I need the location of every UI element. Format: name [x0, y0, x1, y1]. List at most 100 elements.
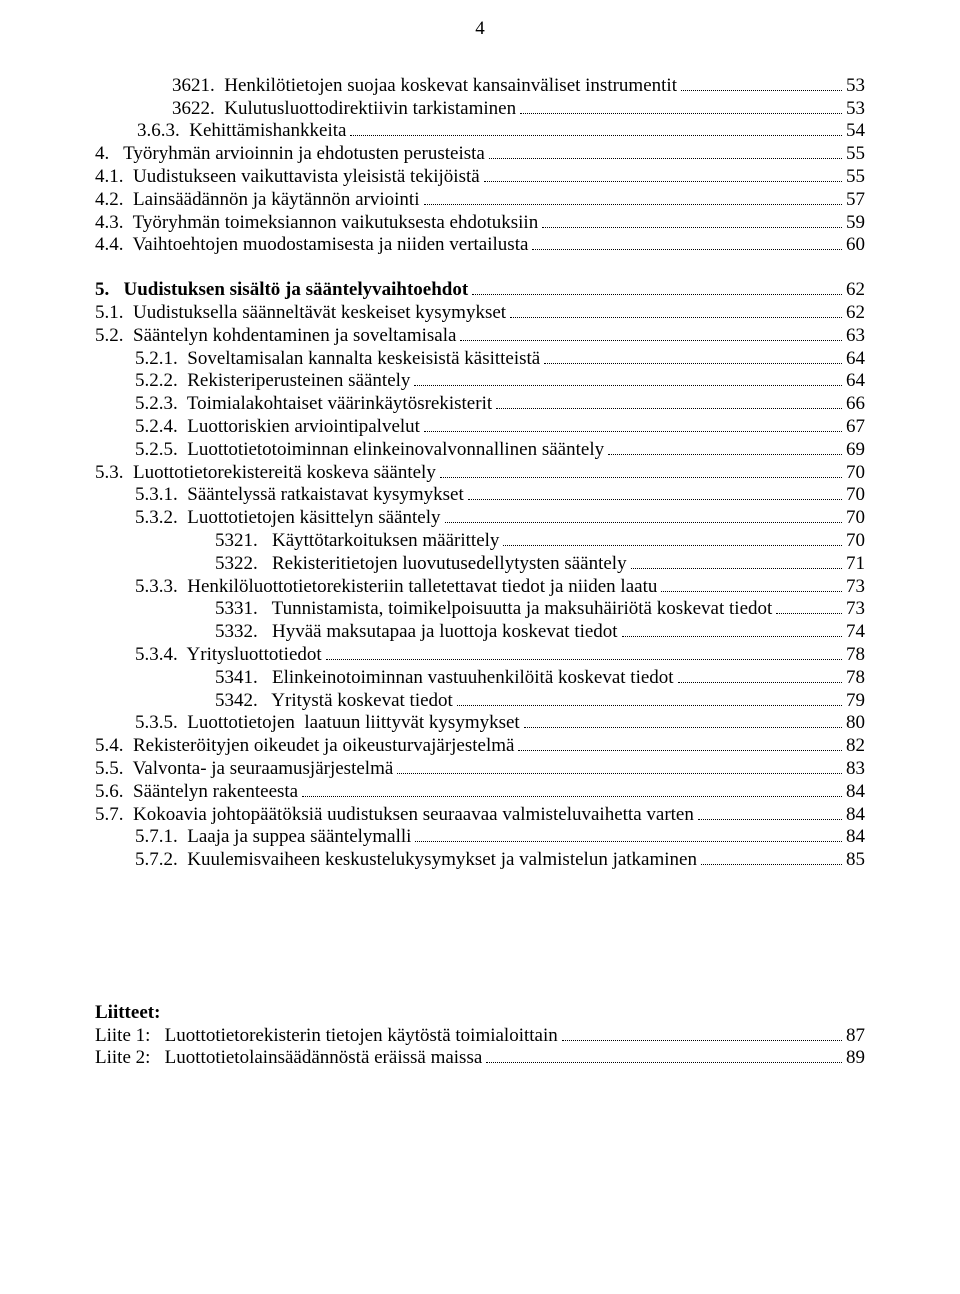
attachments-heading: Liitteet: [95, 1002, 865, 1025]
toc-entry-label: 5.2.3. Toimialakohtaiset väärinkäytösrek… [135, 393, 492, 416]
toc-entry-page: 78 [846, 644, 865, 667]
toc-entry-label: 5.3.2. Luottotietojen käsittelyn sääntel… [135, 507, 441, 530]
toc-entry-label: 5.2.1. Soveltamisalan kannalta keskeisis… [135, 348, 540, 371]
toc-entry: 4.3. Työryhmän toimeksiannon vaikutukses… [95, 212, 865, 235]
toc-entry-page: 53 [846, 98, 865, 121]
toc-entry-label: 5.4. Rekisteröityjen oikeudet ja oikeust… [95, 735, 514, 758]
attachment-page: 89 [846, 1047, 865, 1070]
toc-entry: 3622. Kulutusluottodirektiivin tarkistam… [95, 98, 865, 121]
toc-entry: 3.6.3. Kehittämishankkeita 54 [95, 120, 865, 143]
toc-dot-leader [424, 431, 842, 432]
toc-entry-page: 57 [846, 189, 865, 212]
toc-entry-label: 5.3.1. Sääntelyssä ratkaistavat kysymyks… [135, 484, 464, 507]
toc-entry: 5.2.4. Luottoriskien arviointipalvelut 6… [95, 416, 865, 439]
toc-entry: 5331. Tunnistamista, toimikelpoisuutta j… [95, 598, 865, 621]
toc-dot-leader [484, 181, 842, 182]
toc-entry-label: 5.3.4. Yritysluottotiedot [135, 644, 322, 667]
document-page: 4 3621. Henkilötietojen suojaa koskevat … [0, 0, 960, 1100]
attachment-entry: Liite 1: Luottotietorekisterin tietojen … [95, 1025, 865, 1048]
toc-dot-leader [631, 568, 842, 569]
toc-entry-label: 5.2. Sääntelyn kohdentaminen ja soveltam… [95, 325, 456, 348]
toc-entry: 5. Uudistuksen sisältö ja sääntelyvaihto… [95, 279, 865, 302]
toc-dot-leader [520, 113, 842, 114]
toc-dot-leader [302, 796, 842, 797]
toc-dot-leader [440, 477, 842, 478]
toc-entry-page: 66 [846, 393, 865, 416]
toc-dot-leader [460, 340, 842, 341]
toc-entry: 4.2. Lainsäädännön ja käytännön arvioint… [95, 189, 865, 212]
toc-dot-leader [496, 408, 842, 409]
toc-entry: 5.4. Rekisteröityjen oikeudet ja oikeust… [95, 735, 865, 758]
toc-entry: 5.3.2. Luottotietojen käsittelyn sääntel… [95, 507, 865, 530]
toc-entry-label: 5.6. Sääntelyn rakenteesta [95, 781, 298, 804]
toc-entry-page: 60 [846, 234, 865, 257]
toc-entry-page: 70 [846, 484, 865, 507]
toc-dot-leader [503, 545, 842, 546]
toc-dot-leader [542, 227, 842, 228]
toc-dot-leader [472, 294, 842, 295]
toc-entry-page: 74 [846, 621, 865, 644]
toc-entry-page: 62 [846, 279, 865, 302]
attachments-list: Liite 1: Luottotietorekisterin tietojen … [95, 1025, 865, 1071]
toc-entry-label: 5.2.2. Rekisteriperusteinen sääntely [135, 370, 410, 393]
toc-entry-label: 4.2. Lainsäädännön ja käytännön arvioint… [95, 189, 420, 212]
toc-entry-page: 84 [846, 826, 865, 849]
toc-entry-label: 5331. Tunnistamista, toimikelpoisuutta j… [215, 598, 772, 621]
toc-entry-label: 3.6.3. Kehittämishankkeita [137, 120, 346, 143]
toc-entry: 5.7.2. Kuulemisvaiheen keskustelukysymyk… [95, 849, 865, 872]
toc-dot-leader [524, 727, 842, 728]
toc-entry-page: 55 [846, 143, 865, 166]
attachment-label: Liite 1: Luottotietorekisterin tietojen … [95, 1025, 558, 1048]
toc-entry: 5321. Käyttötarkoituksen määrittely 70 [95, 530, 865, 553]
toc-dot-leader [468, 499, 842, 500]
toc-dot-leader [415, 841, 842, 842]
toc-entry: 5.2.2. Rekisteriperusteinen sääntely 64 [95, 370, 865, 393]
toc-dot-leader [608, 454, 842, 455]
toc-entry: 5.7. Kokoavia johtopäätöksiä uudistuksen… [95, 804, 865, 827]
toc-entry: 5.2.3. Toimialakohtaiset väärinkäytösrek… [95, 393, 865, 416]
toc-entry: 5342. Yritystä koskevat tiedot 79 [95, 690, 865, 713]
toc-entry-page: 71 [846, 553, 865, 576]
toc-entry-label: 4. Työryhmän arvioinnin ja ehdotusten pe… [95, 143, 485, 166]
toc-entry-page: 85 [846, 849, 865, 872]
toc-entry-label: 5.2.5. Luottotietotoiminnan elinkeinoval… [135, 439, 604, 462]
toc-entry-page: 53 [846, 75, 865, 98]
toc-entry: 5.3. Luottotietorekistereitä koskeva sää… [95, 462, 865, 485]
toc-dot-leader [397, 773, 842, 774]
toc-dot-leader [661, 591, 842, 592]
toc-dot-leader [678, 682, 842, 683]
toc-entry-label: 5.7.2. Kuulemisvaiheen keskustelukysymyk… [135, 849, 697, 872]
toc-entry: 5.2.5. Luottotietotoiminnan elinkeinoval… [95, 439, 865, 462]
toc-entry-page: 73 [846, 576, 865, 599]
toc-entry-label: 5.1. Uudistuksella säänneltävät keskeise… [95, 302, 506, 325]
toc-dot-leader [698, 819, 842, 820]
toc-entry-label: 5322. Rekisteritietojen luovutusedellyty… [215, 553, 627, 576]
toc-dot-leader [414, 385, 842, 386]
toc-dot-leader [681, 90, 842, 91]
toc-entry: 5.3.5. Luottotietojen laatuun liittyvät … [95, 712, 865, 735]
toc-entry-page: 84 [846, 781, 865, 804]
attachment-entry: Liite 2: Luottotietolainsäädännöstä eräi… [95, 1047, 865, 1070]
toc-entry-label: 5341. Elinkeinotoiminnan vastuuhenkilöit… [215, 667, 674, 690]
toc-entry-label: 5.5. Valvonta- ja seuraamusjärjestelmä [95, 758, 393, 781]
toc-dot-leader [326, 659, 842, 660]
toc-entry-page: 64 [846, 348, 865, 371]
toc-entry-page: 83 [846, 758, 865, 781]
toc-entry-label: 3621. Henkilötietojen suojaa koskevat ka… [172, 75, 677, 98]
toc-entry: 5.1. Uudistuksella säänneltävät keskeise… [95, 302, 865, 325]
toc-entry: 5.6. Sääntelyn rakenteesta 84 [95, 781, 865, 804]
toc-entry-page: 64 [846, 370, 865, 393]
toc-dot-leader [424, 204, 843, 205]
toc-entry-label: 5.2.4. Luottoriskien arviointipalvelut [135, 416, 420, 439]
toc-entry-label: 5.3.3. Henkilöluottotietorekisteriin tal… [135, 576, 657, 599]
toc-entry-label: 5.3.5. Luottotietojen laatuun liittyvät … [135, 712, 520, 735]
toc-entry: 5341. Elinkeinotoiminnan vastuuhenkilöit… [95, 667, 865, 690]
toc-entry-page: 63 [846, 325, 865, 348]
toc-entry-page: 55 [846, 166, 865, 189]
toc-entry-page: 78 [846, 667, 865, 690]
toc-entry-page: 84 [846, 804, 865, 827]
toc-dot-leader [510, 317, 842, 318]
toc-entry-page: 82 [846, 735, 865, 758]
toc-entry-label: 5321. Käyttötarkoituksen määrittely [215, 530, 499, 553]
toc-entry-page: 54 [846, 120, 865, 143]
